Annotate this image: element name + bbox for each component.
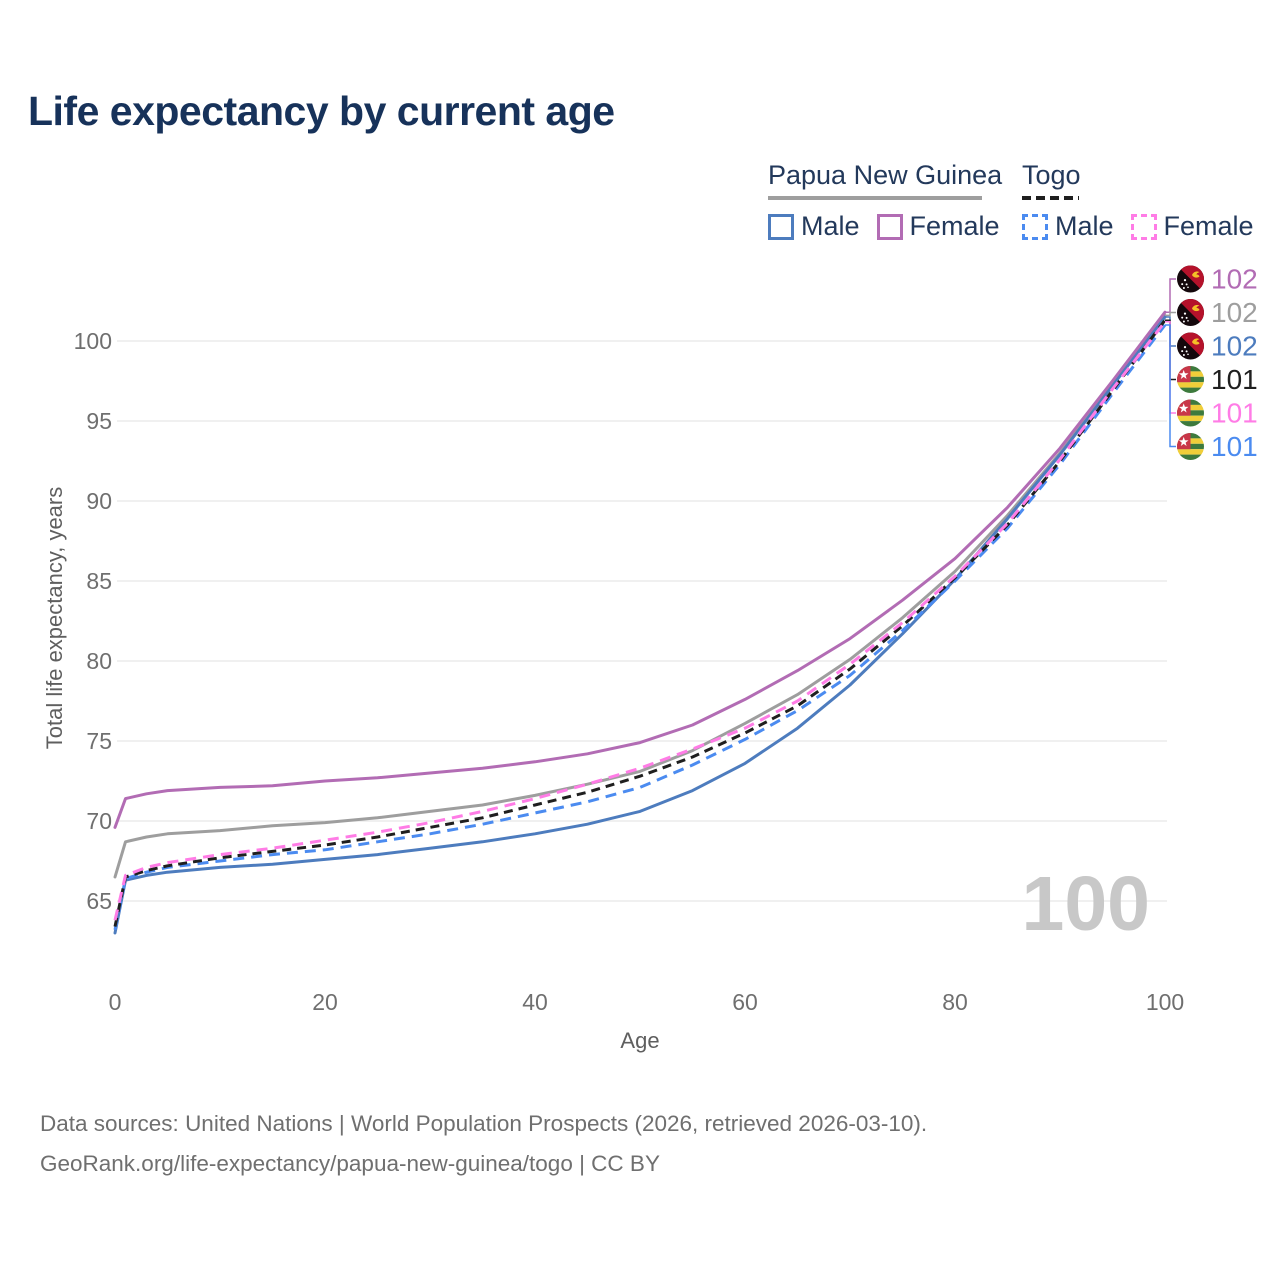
papua-new-guinea-flag-icon bbox=[1177, 333, 1204, 360]
legend-underline-papua-new-guinea bbox=[768, 196, 982, 200]
x-tick-label: 20 bbox=[312, 989, 338, 1015]
png-female-swatch-icon bbox=[876, 213, 903, 240]
end-label-value-png_male: 102 bbox=[1211, 331, 1258, 362]
end-label-value-png_female: 102 bbox=[1211, 264, 1258, 295]
x-tick-label: 40 bbox=[522, 989, 548, 1015]
footer: Data sources: United Nations | World Pop… bbox=[40, 1104, 927, 1184]
legend-item-png-female[interactable]: Female bbox=[876, 211, 1000, 242]
legend-label-png-male: Male bbox=[801, 211, 860, 241]
series-line-png_female[interactable] bbox=[113, 310, 1167, 829]
togo-flag-icon bbox=[1177, 433, 1204, 460]
legend-underline-togo bbox=[1022, 196, 1079, 200]
footer-attribution: GeoRank.org/life-expectancy/papua-new-gu… bbox=[40, 1151, 660, 1176]
legend-item-togo-male[interactable]: Male bbox=[1022, 211, 1114, 242]
x-tick-label: 80 bbox=[942, 989, 968, 1015]
y-tick-label: 80 bbox=[86, 648, 112, 674]
legend-group-togo: Togo Male Female bbox=[1022, 160, 1254, 242]
x-tick-label: 100 bbox=[1146, 989, 1184, 1015]
legend-item-png-male[interactable]: Male bbox=[768, 211, 860, 242]
end-label-connector-togo_male bbox=[1165, 324, 1176, 448]
end-label-value-togo_male: 101 bbox=[1211, 431, 1258, 462]
y-tick-label: 65 bbox=[86, 888, 112, 914]
footer-data-sources: Data sources: United Nations | World Pop… bbox=[40, 1111, 928, 1136]
togo-flag-icon bbox=[1177, 400, 1204, 427]
legend-item-togo-female[interactable]: Female bbox=[1130, 211, 1254, 242]
y-tick-label: 75 bbox=[86, 728, 112, 754]
series-line-togo_male[interactable] bbox=[113, 324, 1167, 931]
x-axis-title: Age bbox=[620, 1028, 659, 1053]
y-tick-label: 90 bbox=[86, 488, 112, 514]
x-tick-label: 60 bbox=[732, 989, 758, 1015]
legend-country-papua-new-guinea[interactable]: Papua New Guinea bbox=[768, 160, 1003, 190]
x-tick-label: 0 bbox=[109, 989, 122, 1015]
end-label-value-togo_female: 101 bbox=[1211, 398, 1258, 429]
end-label-connector-png_total bbox=[1165, 311, 1176, 317]
end-label-value-png_total: 102 bbox=[1211, 297, 1258, 328]
y-tick-label: 85 bbox=[86, 568, 112, 594]
y-tick-label: 95 bbox=[86, 408, 112, 434]
series-line-png_total[interactable] bbox=[113, 313, 1167, 879]
series-line-png_male[interactable] bbox=[113, 315, 1167, 935]
papua-new-guinea-flag-icon bbox=[1177, 299, 1204, 326]
series-line-togo_female[interactable] bbox=[113, 320, 1167, 921]
y-tick-label: 100 bbox=[74, 328, 112, 354]
legend-label-togo-male: Male bbox=[1055, 211, 1114, 241]
end-label-connector-png_female bbox=[1165, 278, 1176, 313]
legend-label-png-female: Female bbox=[909, 211, 1000, 241]
legend-label-togo-female: Female bbox=[1163, 211, 1254, 241]
series-line-togo_total[interactable] bbox=[113, 319, 1167, 927]
page-title: Life expectancy by current age bbox=[28, 88, 615, 134]
png-male-swatch-icon bbox=[768, 213, 794, 240]
legend-country-togo[interactable]: Togo bbox=[1022, 160, 1081, 190]
y-tick-label: 70 bbox=[86, 808, 112, 834]
papua-new-guinea-flag-icon bbox=[1177, 266, 1204, 293]
age-counter: 100 bbox=[1021, 861, 1150, 947]
legend-swatch-row-togo: Male Female bbox=[1022, 211, 1254, 242]
legend-swatch-row-png: Male Female bbox=[768, 211, 1002, 242]
togo-flag-icon bbox=[1177, 366, 1204, 393]
togo-female-swatch-icon bbox=[1130, 213, 1157, 240]
togo-male-swatch-icon bbox=[1022, 213, 1048, 240]
y-axis-title: Total life expectancy, years bbox=[42, 487, 67, 750]
end-label-value-togo_total: 101 bbox=[1211, 364, 1258, 395]
legend-group-papua-new-guinea: Papua New Guinea Male Female bbox=[768, 160, 1002, 242]
